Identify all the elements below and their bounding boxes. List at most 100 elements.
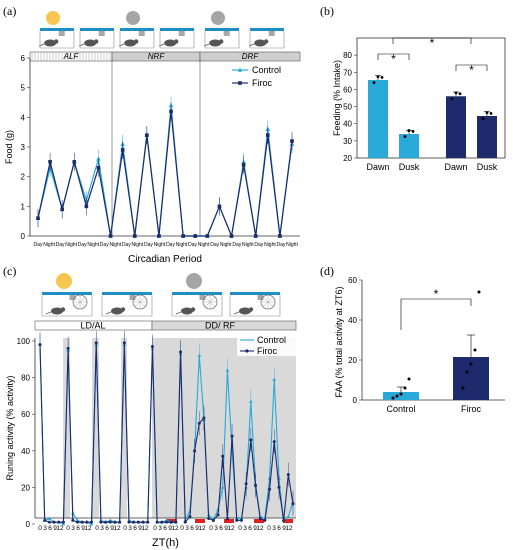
x-tick-label: 0 xyxy=(238,525,242,532)
x-tick-label: Dawn xyxy=(366,162,389,172)
data-point-firoc xyxy=(36,216,40,220)
mouse-head-icon xyxy=(60,307,66,312)
x-tick-label: 9 xyxy=(282,525,286,532)
mouse-tail-icon xyxy=(233,311,240,315)
moon-icon xyxy=(245,273,254,289)
data-point-firoc xyxy=(120,148,125,152)
data-dot xyxy=(485,111,489,114)
x-tick-label: 12 xyxy=(198,525,206,532)
x-tick-label: 3 xyxy=(243,525,247,532)
data-point-firoc xyxy=(72,160,77,164)
y-tick-label: 0 xyxy=(21,232,26,241)
phase-label: DRF xyxy=(242,52,260,61)
y-tick-label: 60 xyxy=(343,85,352,94)
chart-d: 0 20 40 60 FAA (% total activity at ZT6) Cont… xyxy=(334,276,505,414)
x-tick-label: Night xyxy=(154,242,166,248)
bar xyxy=(477,116,497,158)
legend-marker-firoc xyxy=(245,349,249,353)
x-tick-label: Day xyxy=(210,242,219,248)
x-tick-label: 9 xyxy=(224,525,228,532)
cage-lid xyxy=(102,292,152,295)
x-tick-label: 3 xyxy=(158,525,162,532)
x-tick-label: 0 xyxy=(95,525,99,532)
y-tick-label: 40 xyxy=(343,120,352,129)
data-point-firoc xyxy=(71,518,75,522)
x-tick-label: 0 xyxy=(209,525,213,532)
mouse-icon xyxy=(254,39,267,47)
mouse-tail-icon xyxy=(45,311,52,315)
legend-label-control: Control xyxy=(257,335,286,345)
data-point-firoc xyxy=(181,234,185,238)
data-point-firoc xyxy=(165,520,168,524)
data-point-firoc xyxy=(157,234,161,238)
bar xyxy=(399,134,419,158)
data-dot xyxy=(399,392,403,396)
y-tick-label: 30 xyxy=(343,137,352,146)
mouse-icon xyxy=(209,39,222,47)
x-tick-label: 9 xyxy=(81,525,85,532)
y-tick-label: 100 xyxy=(17,337,31,346)
data-point-firoc xyxy=(132,520,136,524)
x-tick-label: Day xyxy=(34,242,43,248)
wheel-spoke xyxy=(262,296,274,308)
x-tick-label: 3 xyxy=(214,525,218,532)
wheel-spoke xyxy=(134,296,146,308)
x-tick-label: Night xyxy=(198,242,210,248)
data-point-control xyxy=(96,156,101,161)
x-tick-label: 6 xyxy=(248,525,252,532)
food-hopper-icon xyxy=(58,31,65,36)
data-point-firoc xyxy=(197,421,201,425)
cage-lid xyxy=(160,28,194,31)
x-tick-label: 6 xyxy=(277,525,281,532)
x-tick-label: Night xyxy=(286,242,298,248)
mouse-icon xyxy=(51,307,63,315)
panel-a-letter: (a) xyxy=(3,4,16,18)
x-tick-label: Night xyxy=(220,242,232,248)
x-tick-label: 0 xyxy=(38,525,42,532)
data-dot xyxy=(473,348,477,352)
data-point-firoc xyxy=(113,520,117,524)
data-point-firoc xyxy=(43,518,47,522)
data-point-firoc xyxy=(193,449,197,453)
data-point-firoc xyxy=(52,520,56,524)
x-tick-label: 9 xyxy=(253,525,257,532)
feeding-window-bar xyxy=(254,519,264,523)
x-tick-label: Day xyxy=(122,242,131,248)
night-shade xyxy=(121,338,127,518)
x-tick-label: Day xyxy=(188,242,197,248)
x-tick-label: Dusk xyxy=(477,162,498,172)
data-point-firoc xyxy=(84,204,89,209)
x-tick-label: Day xyxy=(56,242,65,248)
mouse-icon xyxy=(124,39,137,47)
x-tick-label: Dusk xyxy=(399,162,420,172)
data-point-firoc xyxy=(94,341,98,345)
legend-marker-control xyxy=(237,67,243,72)
bar xyxy=(446,96,466,158)
data-point-firoc xyxy=(169,109,173,114)
feeding-window-bar xyxy=(283,519,293,523)
data-point-firoc xyxy=(249,438,253,442)
x-tick-label: 9 xyxy=(110,525,114,532)
data-point-firoc xyxy=(132,234,137,238)
cage-lid xyxy=(172,292,222,295)
x-tick-label: 12 xyxy=(141,525,149,532)
data-point-firoc xyxy=(80,520,84,524)
x-tick-label: 9 xyxy=(195,525,199,532)
x-axis-label: Circadian Period xyxy=(128,254,202,265)
data-dot xyxy=(407,129,411,132)
mouse-tail-icon xyxy=(105,311,112,315)
x-tick-label: 12 xyxy=(227,525,235,532)
significance-star: * xyxy=(434,287,439,301)
data-point-firoc xyxy=(290,139,294,143)
data-point-control xyxy=(47,516,52,520)
x-tick-label: 0 xyxy=(267,525,271,532)
sun-icon xyxy=(46,11,60,25)
cage-lid xyxy=(230,292,280,295)
data-point-firoc xyxy=(217,204,222,209)
data-point-firoc xyxy=(118,520,122,524)
x-tick-label: 9 xyxy=(168,525,172,532)
data-point-firoc xyxy=(108,520,112,524)
x-tick-label: Night xyxy=(43,242,55,248)
data-point-control xyxy=(249,399,253,403)
data-point-control xyxy=(272,377,277,381)
